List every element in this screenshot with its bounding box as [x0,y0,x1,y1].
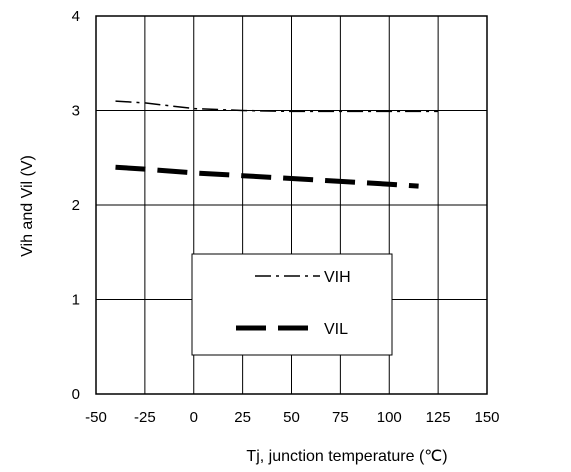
y-tick-label: 0 [72,386,80,403]
series-line-vil [115,164,419,189]
y-axis-label: Vih and Vil (V) [19,155,36,257]
y-tick-label: 4 [72,8,80,25]
x-tick-label: 0 [190,409,198,426]
x-tick-label: 100 [377,409,402,426]
series-line-vih [115,100,439,113]
y-tick-label: 2 [72,197,80,214]
legend-label-vil: VIL [324,321,348,338]
grid [96,16,487,394]
x-tick-label: 150 [474,409,499,426]
x-tick-label: -50 [85,409,107,426]
x-tick-labels: -50 -25 0 25 50 75 100 125 150 [85,409,499,426]
x-tick-label: -25 [134,409,156,426]
y-tick-label: 3 [72,103,80,120]
x-axis-label: Tj, junction temperature (℃) [246,448,447,465]
legend: VIH VIL [191,253,393,356]
legend-label-vih: VIH [324,269,351,286]
x-tick-label: 50 [283,409,300,426]
x-tick-label: 125 [426,409,451,426]
x-tick-label: 25 [234,409,251,426]
x-tick-label: 75 [332,409,349,426]
legend-box [191,253,393,356]
series-layer [115,100,439,189]
y-tick-labels: 0 1 2 3 4 [72,8,80,403]
y-tick-label: 1 [72,292,80,309]
plot-frame [95,15,488,395]
